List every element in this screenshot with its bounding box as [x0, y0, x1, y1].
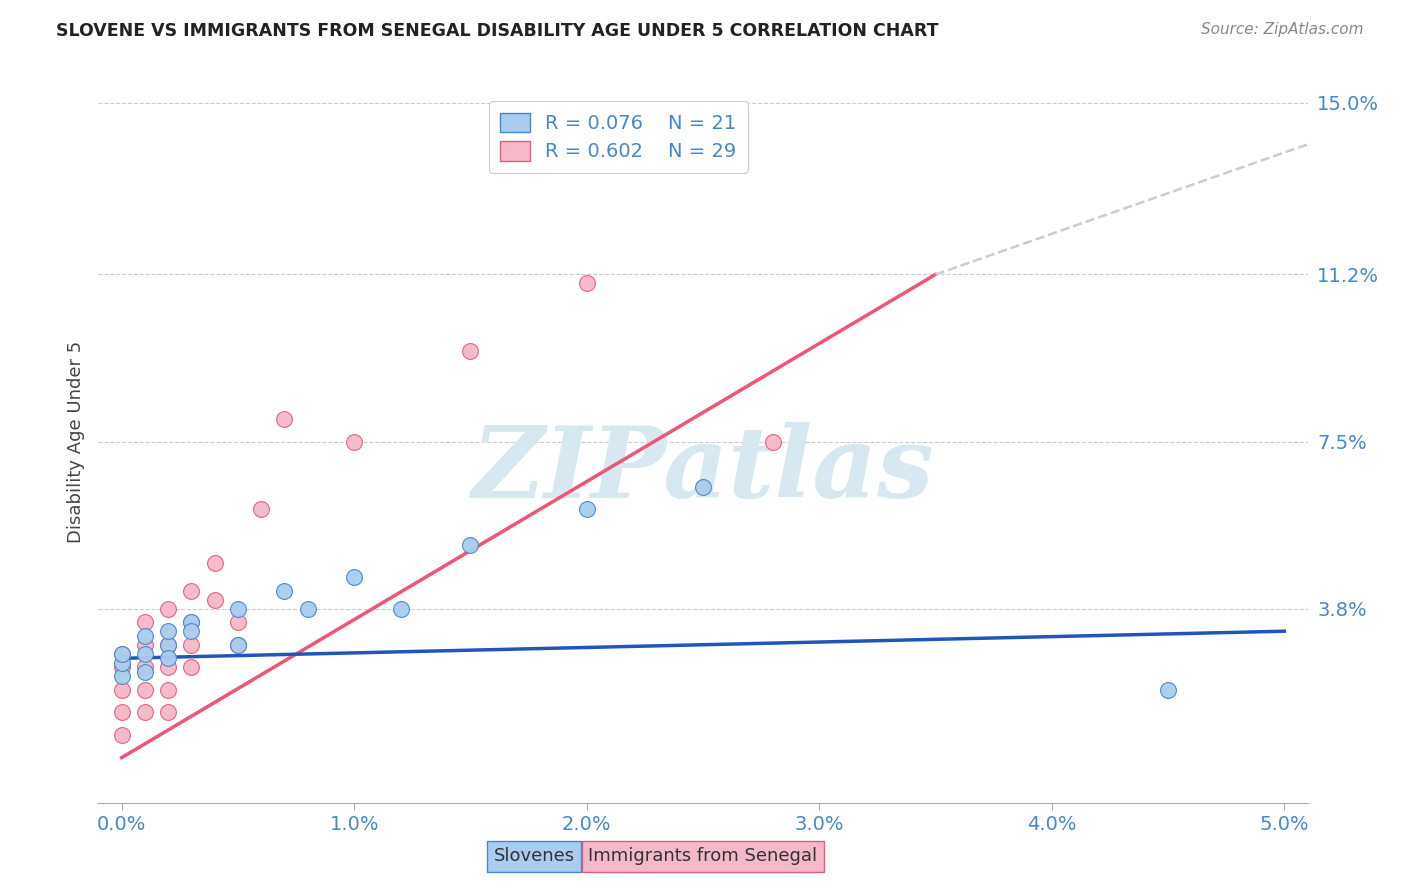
Point [762, 434, 785, 449]
Text: SLOVENE VS IMMIGRANTS FROM SENEGAL DISABILITY AGE UNDER 5 CORRELATION CHART: SLOVENE VS IMMIGRANTS FROM SENEGAL DISAB… [56, 22, 939, 40]
Point [134, 638, 156, 652]
Point [157, 624, 180, 639]
Point [111, 656, 134, 670]
Point [250, 502, 273, 516]
Point [157, 601, 180, 615]
Text: Slovenes: Slovenes [494, 847, 575, 865]
Point [1157, 682, 1180, 697]
Point [157, 651, 180, 665]
Point [157, 682, 180, 697]
Point [134, 647, 156, 661]
Point [134, 629, 156, 643]
Text: ZIPatlas: ZIPatlas [472, 422, 934, 518]
Text: Immigrants from Senegal: Immigrants from Senegal [589, 847, 817, 865]
Point [111, 660, 134, 674]
Point [180, 624, 202, 639]
Point [226, 615, 249, 630]
Point [297, 601, 319, 615]
Point [111, 669, 134, 683]
Point [389, 601, 412, 615]
Point [273, 412, 295, 426]
Point [134, 660, 156, 674]
Point [134, 615, 156, 630]
Point [692, 480, 714, 494]
Legend: R = 0.076    N = 21, R = 0.602    N = 29: R = 0.076 N = 21, R = 0.602 N = 29 [489, 101, 748, 173]
Point [180, 583, 202, 598]
Y-axis label: Disability Age Under 5: Disability Age Under 5 [66, 341, 84, 542]
Point [157, 660, 180, 674]
Point [204, 557, 226, 571]
Point [111, 647, 134, 661]
Point [343, 434, 366, 449]
Point [111, 706, 134, 720]
Point [157, 638, 180, 652]
Point [134, 665, 156, 679]
Point [575, 277, 598, 291]
Point [226, 638, 249, 652]
Point [180, 660, 202, 674]
Point [111, 728, 134, 742]
Point [157, 638, 180, 652]
Point [134, 682, 156, 697]
Point [226, 601, 249, 615]
Point [226, 638, 249, 652]
Text: Source: ZipAtlas.com: Source: ZipAtlas.com [1201, 22, 1364, 37]
Point [134, 706, 156, 720]
Point [180, 615, 202, 630]
Point [157, 706, 180, 720]
Point [180, 638, 202, 652]
Point [180, 615, 202, 630]
Point [343, 570, 366, 584]
Point [204, 592, 226, 607]
Point [460, 344, 482, 359]
Point [460, 538, 482, 552]
Point [273, 583, 295, 598]
Point [575, 502, 598, 516]
Point [111, 647, 134, 661]
Point [111, 682, 134, 697]
